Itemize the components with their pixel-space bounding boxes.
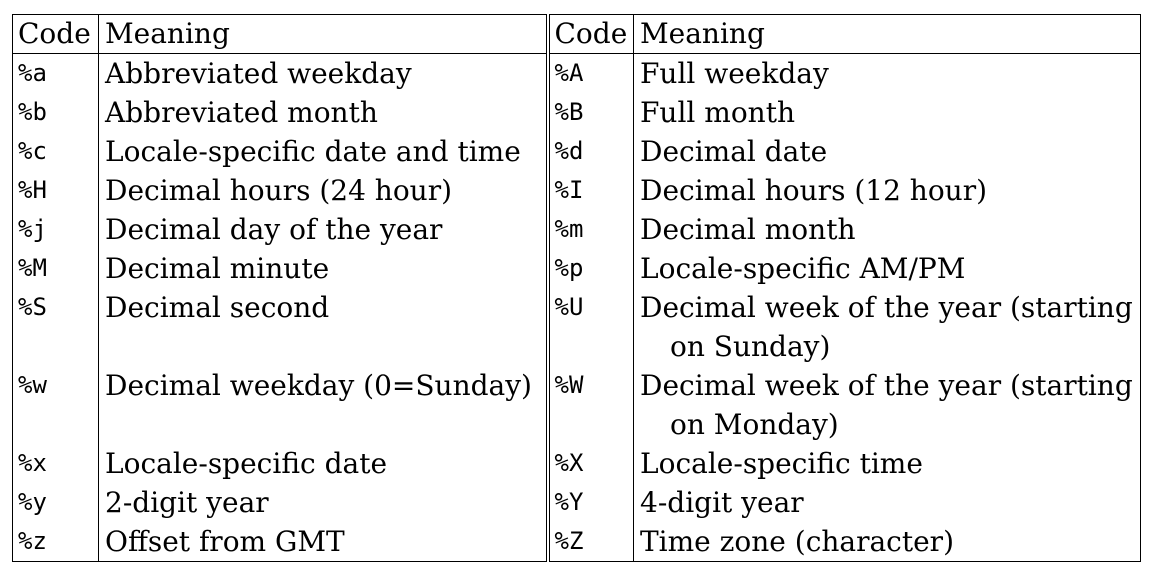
right-format-meaning-text: Decimal hours (12 hour) (640, 174, 988, 207)
right-format-meaning: Locale-specific AM/PM (633, 249, 1141, 288)
left-format-code: %b (12, 93, 99, 132)
right-format-code: %Z (547, 522, 634, 562)
right-format-meaning: Decimal week of the year (starting on Mon… (633, 366, 1141, 444)
right-format-meaning-text: 4-digit year (640, 486, 804, 519)
right-format-meaning: Decimal hours (12 hour) (633, 171, 1141, 210)
right-format-code: %m (554, 215, 584, 243)
right-meaning-header: Meaning (633, 14, 1141, 54)
right-format-meaning-text: Full month (640, 96, 795, 129)
right-format-meaning-text: Locale-specific AM/PM (640, 252, 966, 285)
right-format-code: %d (554, 137, 584, 165)
right-format-meaning-text: Time zone (character) (640, 525, 954, 558)
right-format-code: %W (554, 371, 584, 399)
table-row: %b Abbreviated month %B Full month (12, 93, 1141, 132)
left-format-meaning: Offset from GMT (98, 522, 550, 562)
right-format-meaning: Decimal date (633, 132, 1141, 171)
left-format-meaning: Abbreviated weekday (98, 53, 550, 93)
table-row: %z Offset from GMT %Z Time zone (character) (12, 522, 1141, 562)
right-format-meaning-text: Decimal week of the year (starting (640, 369, 1133, 402)
right-format-code: %B (554, 98, 584, 126)
header-row: Code Meaning Code Meaning (12, 14, 1141, 54)
right-code-header: Code (547, 14, 634, 54)
table-row: %y 2-digit year %Y 4-digit year (12, 483, 1141, 522)
left-format-meaning: 2-digit year (98, 483, 550, 522)
table-row: %x Locale-specific date %X Locale-specific … (12, 444, 1141, 483)
right-format-code: %X (554, 449, 584, 477)
table-row: %H Decimal hours (24 hour) %I Decimal hours… (12, 171, 1141, 210)
left-format-code: %a (12, 53, 99, 93)
right-format-code: %Y (554, 488, 584, 516)
right-format-meaning: Full weekday (633, 53, 1141, 93)
left-format-code: %z (12, 522, 99, 562)
left-format-meaning: Decimal minute (98, 249, 550, 288)
right-format-meaning-text: Full weekday (640, 57, 829, 90)
right-format-meaning-text: Decimal date (640, 135, 828, 168)
left-format-code: %x (12, 444, 99, 483)
table-row: %w Decimal weekday (0=Sunday) %W Decimal we… (12, 366, 1141, 444)
right-format-meaning: Decimal month (633, 210, 1141, 249)
right-format-meaning: Full month (633, 93, 1141, 132)
table-row: %a Abbreviated weekday %A Full weekday (12, 53, 1141, 93)
left-format-code: %H (12, 171, 99, 210)
right-format-meaning-text: Decimal month (640, 213, 856, 246)
left-format-meaning: Locale-specific date (98, 444, 550, 483)
left-format-meaning: Decimal day of the year (98, 210, 550, 249)
right-format-code: %p (554, 254, 584, 282)
left-format-meaning: Abbreviated month (98, 93, 550, 132)
right-format-meaning-continuation: on Monday) (670, 408, 839, 441)
right-format-meaning: Time zone (character) (633, 522, 1141, 562)
left-format-code: %c (12, 132, 99, 171)
right-format-code: %I (554, 176, 584, 204)
right-format-meaning-text: Locale-specific time (640, 447, 923, 480)
left-format-code: %M (12, 249, 99, 288)
left-format-meaning: Decimal weekday (0=Sunday) (98, 366, 550, 444)
right-format-meaning: Decimal week of the year (starting on Sun… (633, 288, 1141, 366)
right-format-code: %U (554, 293, 584, 321)
left-format-meaning: Decimal second (98, 288, 550, 366)
format-codes-table: Code Meaning Code Meaning %a Abbreviated … (12, 14, 1141, 562)
table-row: %c Locale-specific date and time %d Decimal… (12, 132, 1141, 171)
table-row: %M Decimal minute %p Locale-specific AM/PM (12, 249, 1141, 288)
left-format-code: %w (12, 366, 99, 444)
table-row: %j Decimal day of the year %m Decimal month (12, 210, 1141, 249)
left-format-code: %j (12, 210, 99, 249)
right-format-meaning: 4-digit year (633, 483, 1141, 522)
left-meaning-header: Meaning (98, 14, 550, 54)
left-format-meaning: Decimal hours (24 hour) (98, 171, 550, 210)
table-row: %S Decimal second %U Decimal week of the ye… (12, 288, 1141, 366)
left-format-meaning: Locale-specific date and time (98, 132, 550, 171)
right-format-meaning: Locale-specific time (633, 444, 1141, 483)
left-format-code: %S (12, 288, 99, 366)
table-body: %a Abbreviated weekday %A Full weekday %b Abb… (12, 53, 1141, 562)
right-format-meaning-continuation: on Sunday) (670, 330, 831, 363)
format-codes-table-container: Code Meaning Code Meaning %a Abbreviated … (12, 14, 1141, 562)
left-code-header: Code (12, 14, 99, 54)
right-format-code: %A (554, 59, 584, 87)
right-format-meaning-text: Decimal week of the year (starting (640, 291, 1133, 324)
left-format-code: %y (12, 483, 99, 522)
